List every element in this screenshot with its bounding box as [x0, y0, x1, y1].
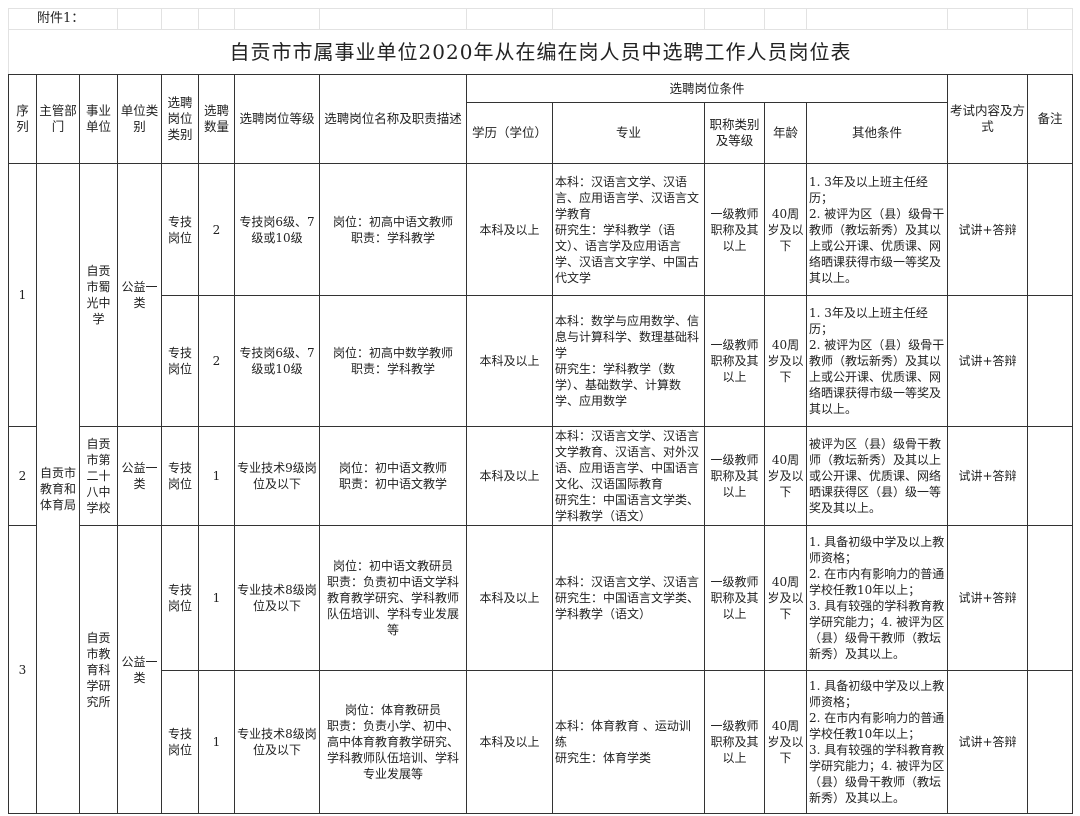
header-conditions: 选聘岗位条件 [466, 74, 948, 103]
table-row: 专技岗位 1 专业技术8级岗位及以下 岗位：体育教研员 职责：负责小学、初中、高中体育… [9, 670, 1073, 814]
title-level-cell: 一级教师职称及其以上 [704, 670, 765, 814]
header-age: 年龄 [764, 102, 807, 164]
level-cell: 专技岗6级、7级或10级 [234, 295, 320, 427]
unit-name-cell: 自贡市教育科学研究所 [79, 525, 118, 814]
other-conditions-cell: 1. 具备初级中学及以上教师资格； 2. 在市内有影响力的普通学校任教10年以上… [806, 670, 948, 814]
age-cell: 40周岁及以下 [764, 525, 807, 671]
table-row: 专技岗位 2 专技岗6级、7级或10级 岗位：初高中数学教师 职责：学科教学 本科及以上… [9, 295, 1073, 427]
count-cell: 1 [198, 670, 235, 814]
age-cell: 40周岁及以下 [764, 295, 807, 427]
exam-cell: 试讲+答辩 [947, 670, 1028, 814]
post-type-cell: 专技岗位 [161, 525, 199, 671]
age-cell: 40周岁及以下 [764, 426, 807, 526]
description-cell: 岗位：初高中语文教师 职责：学科教学 [319, 163, 467, 296]
subheader-row: 学历（学位） 专业 职称类别及等级 年龄 其他条件 [9, 102, 1073, 164]
position-table-sheet: 附件1： 自贡市市属事业单位2020年从在编在岗人员中选聘工作人员岗位表 序列 … [8, 8, 1073, 814]
title-level-cell: 一级教师职称及其以上 [704, 163, 765, 296]
post-type-cell: 专技岗位 [161, 426, 199, 526]
count-cell: 1 [198, 525, 235, 671]
note-cell [1027, 163, 1073, 296]
exam-cell: 试讲+答辩 [947, 426, 1028, 526]
header-department: 主管部门 [36, 74, 80, 164]
description-cell: 岗位：初中语文教研员 职责：负责初中语文学科教育教学研究、学科教师队伍培训、学科… [319, 525, 467, 671]
header-row: 序列 主管部门 事业单位 单位类别 选聘岗位类别 选聘数量 选聘岗位等级 选聘岗… [8, 74, 1073, 164]
description-cell: 岗位：初中语文教师 职责：初中语文教学 [319, 426, 467, 526]
header-title-level: 职称类别及等级 [704, 102, 765, 164]
header-description: 选聘岗位名称及职责描述 [319, 74, 467, 164]
exam-cell: 试讲+答辩 [947, 163, 1028, 296]
unit-type-cell: 公益一类 [117, 525, 162, 814]
title-level-cell: 一级教师职称及其以上 [704, 525, 765, 671]
seq-cell: 2 [8, 426, 37, 526]
major-cell: 本科：数学与应用数学、信息与计算科学、数理基础科学 研究生：学科教学（数学）、基… [552, 295, 705, 427]
header-unit-type: 单位类别 [117, 74, 162, 164]
title-level-cell: 一级教师职称及其以上 [704, 426, 765, 526]
education-cell: 本科及以上 [466, 163, 553, 296]
other-conditions-cell: 1. 3年及以上班主任经历； 2. 被评为区（县）级骨干教师（教坛新秀）及其以上… [806, 295, 948, 427]
unit-name-cell: 自贡市蜀光中学 [79, 163, 118, 427]
table-row: 1 自贡市教育和体育局 自贡市蜀光中学 公益一类 专技岗位 2 专技岗6级、7级或10级 岗位… [8, 163, 1073, 814]
level-cell: 专业技术8级岗位及以下 [234, 525, 320, 671]
major-cell: 本科：汉语言文学、汉语言文学教育、汉语言、对外汉语、应用语言学、中国语言文化、汉… [552, 426, 705, 526]
title-level-cell: 一级教师职称及其以上 [704, 295, 765, 427]
major-cell: 本科：汉语言文学、汉语言、应用语言学、汉语言文学教育 研究生：学科教学（语文）、… [552, 163, 705, 296]
age-cell: 40周岁及以下 [764, 670, 807, 814]
header-count: 选聘数量 [198, 74, 235, 164]
count-cell: 2 [198, 295, 235, 427]
attachment-row: 附件1： [8, 8, 1073, 30]
title-row: 自贡市市属事业单位2020年从在编在岗人员中选聘工作人员岗位表 [8, 29, 1073, 75]
education-cell: 本科及以上 [466, 670, 553, 814]
other-conditions-cell: 被评为区（县）级骨干教师（教坛新秀）及其以上或公开课、优质课、网络晒课获得区（县… [806, 426, 948, 526]
count-cell: 2 [198, 163, 235, 296]
other-conditions-cell: 1. 具备初级中学及以上教师资格； 2. 在市内有影响力的普通学校任教10年以上… [806, 525, 948, 671]
seq-cell: 3 [8, 525, 37, 814]
post-type-cell: 专技岗位 [161, 295, 199, 427]
education-cell: 本科及以上 [466, 426, 553, 526]
table-row: 3 自贡市教育科学研究所 公益一类 专技岗位 1 专业技术8级岗位及以下 岗位：初中语文教研… [8, 525, 1073, 814]
exam-cell: 试讲+答辩 [947, 525, 1028, 671]
other-conditions-cell: 1. 3年及以上班主任经历； 2. 被评为区（县）级骨干教师（教坛新秀）及其以上… [806, 163, 948, 296]
header-major: 专业 [552, 102, 705, 164]
attachment-label: 附件1： [8, 8, 118, 30]
education-cell: 本科及以上 [466, 525, 553, 671]
note-cell [1027, 295, 1073, 427]
note-cell [1027, 670, 1073, 814]
post-type-cell: 专技岗位 [161, 163, 199, 296]
major-cell: 本科：体育教育 、运动训练 研究生：体育学类 [552, 670, 705, 814]
header-level: 选聘岗位等级 [234, 74, 320, 164]
level-cell: 专业技术9级岗位及以下 [234, 426, 320, 526]
header-other: 其他条件 [806, 102, 948, 164]
table-row: 2 自贡市第二十八中学校 公益一类 专技岗位 1 专业技术9级岗位及以下 岗位：初中语文教师… [8, 426, 1073, 526]
page-title: 自贡市市属事业单位2020年从在编在岗人员中选聘工作人员岗位表 [8, 29, 1073, 75]
description-cell: 岗位：初高中数学教师 职责：学科教学 [319, 295, 467, 427]
seq-cell: 1 [8, 163, 37, 427]
exam-cell: 试讲+答辩 [947, 295, 1028, 427]
note-cell [1027, 426, 1073, 526]
note-cell [1027, 525, 1073, 671]
header-note: 备注 [1027, 74, 1073, 164]
department-cell: 自贡市教育和体育局 [36, 163, 80, 814]
header-exam: 考试内容及方式 [947, 74, 1028, 164]
position-table: 附件1： 自贡市市属事业单位2020年从在编在岗人员中选聘工作人员岗位表 序列 … [8, 8, 1073, 814]
unit-type-cell: 公益一类 [117, 426, 162, 526]
unit-type-cell: 公益一类 [117, 163, 162, 427]
header-education: 学历（学位） [466, 102, 553, 164]
level-cell: 专业技术8级岗位及以下 [234, 670, 320, 814]
header-unit: 事业单位 [79, 74, 118, 164]
description-cell: 岗位：体育教研员 职责：负责小学、初中、高中体育教育教学研究、学科教师队伍培训、… [319, 670, 467, 814]
level-cell: 专技岗6级、7级或10级 [234, 163, 320, 296]
count-cell: 1 [198, 426, 235, 526]
education-cell: 本科及以上 [466, 295, 553, 427]
major-cell: 本科：汉语言文学、汉语言 研究生：中国语言文学类、学科教学（语文） [552, 525, 705, 671]
age-cell: 40周岁及以下 [764, 163, 807, 296]
post-type-cell: 专技岗位 [161, 670, 199, 814]
header-post-type: 选聘岗位类别 [161, 74, 199, 164]
unit-name-cell: 自贡市第二十八中学校 [79, 426, 118, 526]
header-seq: 序列 [8, 74, 37, 164]
